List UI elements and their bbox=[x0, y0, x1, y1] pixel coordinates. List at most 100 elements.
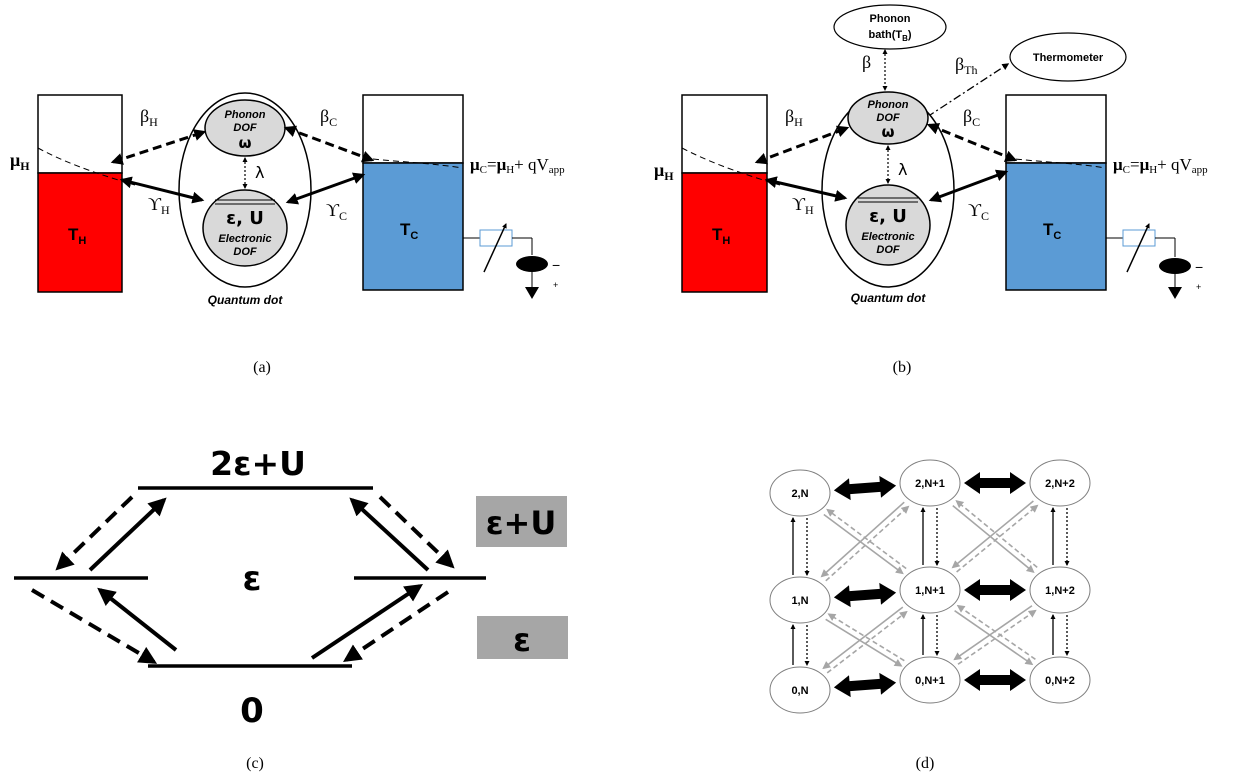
gamma-h-label: ϒH bbox=[792, 194, 814, 217]
box-upper bbox=[476, 496, 567, 547]
horizontal-arrow-5 bbox=[964, 669, 1026, 691]
variable-arrow bbox=[1126, 223, 1150, 273]
grey-cross-arrow-6 bbox=[951, 500, 1034, 569]
bias-circuit: − + bbox=[463, 223, 560, 299]
phonon-dof-label-1: Phonon bbox=[868, 99, 909, 111]
hot-fermi-tail bbox=[37, 147, 136, 186]
caption-b: (b) bbox=[893, 359, 912, 376]
state-node-4 bbox=[899, 566, 961, 614]
grey-cross-arrow-9 bbox=[827, 613, 905, 662]
caption-d: (d) bbox=[916, 755, 935, 772]
phonon-dof-label-2: DOF bbox=[233, 122, 257, 134]
panel-d: 2,N2,N+1 2,N+21,N1,N+1 1,N+20,N0,N+1 0,N+2 … bbox=[769, 459, 1091, 772]
phonon-bath-label-2: bath(TB) bbox=[868, 29, 911, 43]
omega-label: ω bbox=[238, 134, 251, 152]
bias-circuit: − + bbox=[1106, 223, 1203, 299]
horizontal-arrow-0 bbox=[833, 475, 897, 501]
box-upper-label: ε+U bbox=[486, 504, 557, 542]
grey-cross-arrow-14 bbox=[953, 605, 1033, 661]
electronic-dof-node bbox=[845, 184, 931, 266]
electronic-dof-label-1: Electronic bbox=[218, 233, 271, 245]
cold-reservoir-empty bbox=[362, 94, 464, 164]
grey-cross-arrow-15 bbox=[957, 609, 1037, 665]
grey-cross-arrow-1 bbox=[826, 508, 907, 570]
grey-cross-arrow-3 bbox=[825, 505, 910, 582]
gamma-c-label: ϒC bbox=[968, 200, 989, 223]
beta-h-label: βH bbox=[785, 106, 803, 129]
phonon-bath-label-1: Phonon bbox=[870, 13, 911, 25]
beta-c-arrow bbox=[283, 125, 375, 163]
state-node-label-6: 0,N bbox=[791, 685, 808, 697]
ground-arrow bbox=[525, 287, 539, 299]
lambda-label: λ bbox=[898, 160, 907, 179]
quantum-dot-label: Quantum dot bbox=[208, 293, 284, 307]
gamma-c-arrow bbox=[928, 169, 1009, 203]
mu-c-label: μC=μH+ qVapp bbox=[470, 155, 565, 176]
beta-h-arrow bbox=[110, 129, 207, 165]
state-node-label-3: 1,N bbox=[791, 595, 808, 607]
state-node-6 bbox=[769, 666, 831, 714]
minus-label: − bbox=[1195, 259, 1203, 275]
cold-reservoir-empty bbox=[1005, 94, 1107, 164]
mu-c-label: μC=μH+ qVapp bbox=[1113, 155, 1208, 176]
beta-th-label: βTh bbox=[955, 54, 978, 77]
eps-u-label: ε, U bbox=[869, 206, 907, 227]
gamma-c-arrow bbox=[285, 172, 366, 205]
phonon-bath bbox=[833, 4, 947, 50]
panel-c: 2ε+U ε 0 ε+U ε (c) bbox=[14, 444, 568, 772]
state-node-label-4: 1,N+1 bbox=[915, 585, 945, 597]
electronic-dof-node bbox=[202, 189, 288, 267]
gamma-h-arrow bbox=[119, 176, 205, 204]
arrow-down-right-upper bbox=[378, 495, 455, 569]
grey-cross-arrow-0 bbox=[823, 513, 904, 575]
grey-cross-arrow-8 bbox=[825, 618, 903, 667]
plus-label: + bbox=[553, 280, 558, 290]
arrow-up-left-lower bbox=[97, 587, 178, 652]
electronic-dof-label-2: DOF bbox=[233, 246, 257, 258]
eps-u-label: ε, U bbox=[226, 208, 264, 229]
grey-cross-arrow-5 bbox=[955, 500, 1038, 568]
bottom-level-label: 0 bbox=[240, 691, 264, 731]
hot-reservoir-filled bbox=[37, 172, 123, 293]
horizontal-arrow-1 bbox=[964, 472, 1026, 494]
box-lower bbox=[477, 616, 568, 659]
state-node-5 bbox=[1029, 566, 1091, 614]
horizontal-arrow-2 bbox=[833, 582, 897, 608]
beta-h-label: βH bbox=[140, 106, 158, 129]
gamma-c-label: ϒC bbox=[326, 200, 347, 223]
omega-label: ω bbox=[881, 123, 894, 141]
resistor bbox=[1122, 229, 1156, 247]
mid-level-label: ε bbox=[243, 559, 262, 599]
arrow-down-left-lower bbox=[30, 588, 158, 664]
grey-cross-arrow-13 bbox=[956, 604, 1036, 660]
grey-cross-arrow-10 bbox=[822, 606, 904, 670]
battery-cell bbox=[516, 256, 548, 272]
state-node-8 bbox=[1029, 656, 1091, 704]
horizontal-arrows bbox=[833, 472, 1026, 698]
state-node-label-8: 0,N+2 bbox=[1045, 675, 1075, 687]
grey-cross-arrows bbox=[820, 500, 1039, 674]
vertical-arrows bbox=[790, 507, 1070, 666]
state-node-2 bbox=[1029, 459, 1091, 507]
panel-a: μH TH TC μC=μH+ qVapp Phonon DOF ω ε, U … bbox=[10, 92, 565, 376]
state-nodes: 2,N 2,N+1 2,N+2 1,N 1,N+1 1,N+2 0,N 0,N+1 0,N+2 bbox=[769, 459, 1091, 714]
hot-reservoir-filled bbox=[681, 172, 768, 293]
beta-c-label: βC bbox=[320, 106, 337, 129]
top-level-label: 2ε+U bbox=[210, 444, 306, 483]
hot-reservoir-empty bbox=[37, 94, 123, 174]
arrow-up-left-upper bbox=[88, 497, 167, 572]
beta-th-arrow bbox=[926, 63, 1010, 118]
state-node-label-2: 2,N+2 bbox=[1045, 478, 1075, 490]
t-c-label: TC bbox=[400, 220, 418, 242]
state-node-1 bbox=[899, 459, 961, 507]
electronic-dof-label-1: Electronic bbox=[861, 231, 914, 243]
grey-cross-arrow-12 bbox=[954, 610, 1034, 666]
lambda-label: λ bbox=[255, 163, 264, 182]
grey-cross-arrow-4 bbox=[952, 505, 1035, 573]
t-c-label: TC bbox=[1043, 220, 1061, 242]
phonon-dof-label-1: Phonon bbox=[225, 109, 266, 121]
grey-cross-arrow-7 bbox=[956, 504, 1039, 573]
battery-cell bbox=[1159, 258, 1191, 274]
thermometer-label: Thermometer bbox=[1033, 52, 1104, 64]
